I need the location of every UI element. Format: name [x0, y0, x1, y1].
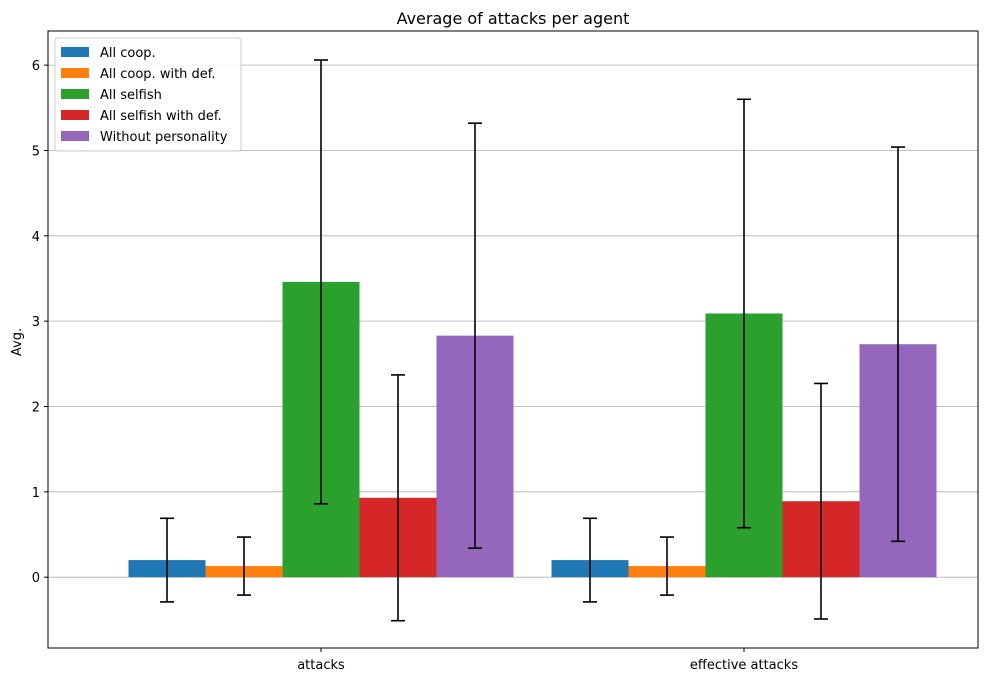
legend-label-1: All coop. with def.: [100, 67, 216, 82]
legend-label-3: All selfish with def.: [100, 109, 222, 124]
legend: All coop. All coop. with def. All selfish A…: [54, 37, 242, 152]
legend-item-1: All coop. with def.: [61, 67, 216, 82]
chart-title: Average of attacks per agent: [397, 9, 630, 28]
y-tick-label-3: 3: [32, 315, 40, 330]
error-bar-series0-cat1: [583, 517, 597, 603]
plot-frame: [47, 30, 979, 649]
y-tick-label-6: 6: [32, 59, 40, 74]
error-bar-series2-cat0: [314, 59, 328, 505]
y-tick-label-0: 0: [32, 571, 40, 586]
legend-swatch-2: [61, 89, 89, 99]
legend-item-3: All selfish with def.: [61, 109, 222, 124]
error-bars: [160, 59, 905, 622]
legend-item-4: Without personality: [61, 130, 228, 145]
error-bar-series3-cat1: [814, 382, 828, 620]
legend-box: [54, 37, 242, 152]
y-tick-label-5: 5: [32, 144, 40, 159]
legend-label-2: All selfish: [100, 88, 162, 103]
error-bar-series1-cat1: [660, 536, 674, 596]
bars: [128, 281, 937, 578]
error-bar-series2-cat1: [737, 98, 751, 529]
y-tick-label-1: 1: [32, 486, 40, 501]
y-axis-label: Avg.: [10, 328, 25, 356]
error-bar-series4-cat1: [891, 146, 905, 543]
x-tick-label-0: attacks: [297, 658, 345, 673]
y-tick-label-4: 4: [32, 230, 40, 245]
legend-label-0: All coop.: [100, 46, 156, 61]
error-bar-series1-cat0: [237, 536, 251, 596]
legend-swatch-0: [61, 47, 89, 57]
y-axis-ticks: 0 1 2 3 4 5 6: [32, 59, 48, 586]
legend-label-4: Without personality: [100, 130, 228, 145]
legend-swatch-3: [61, 110, 89, 120]
error-bar-series4-cat0: [468, 122, 482, 549]
legend-item-0: All coop.: [61, 46, 156, 61]
error-bar-series0-cat0: [160, 517, 174, 603]
legend-swatch-1: [61, 68, 89, 78]
x-tick-label-1: effective attacks: [690, 658, 798, 673]
legend-swatch-4: [61, 131, 89, 141]
x-axis-ticks: attacks effective attacks: [297, 648, 798, 673]
legend-item-2: All selfish: [61, 88, 162, 103]
error-bar-series3-cat0: [391, 374, 405, 622]
y-tick-label-2: 2: [32, 400, 40, 415]
